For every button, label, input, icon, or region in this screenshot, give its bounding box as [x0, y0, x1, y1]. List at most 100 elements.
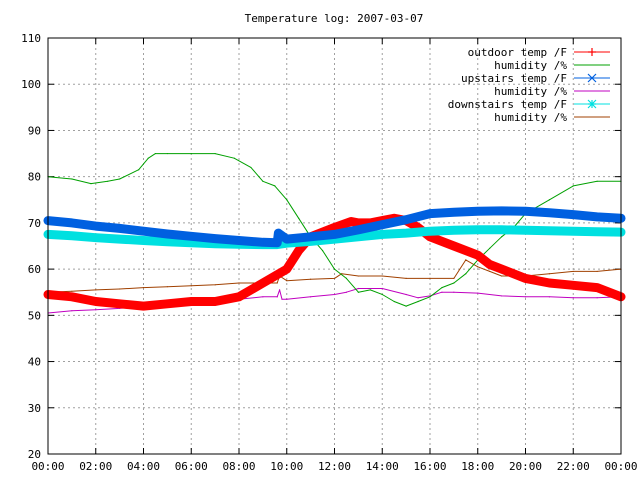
- data-point: [441, 291, 443, 293]
- data-point: [213, 237, 217, 241]
- data-point: [286, 298, 288, 300]
- data-point: [278, 289, 281, 291]
- data-point: [357, 275, 359, 277]
- data-point: [274, 185, 276, 187]
- data-point: [261, 281, 265, 285]
- data-point: [596, 180, 598, 182]
- data-point: [489, 247, 491, 249]
- data-point: [107, 180, 109, 182]
- x-tick-label: 18:00: [461, 460, 494, 473]
- data-point: [142, 304, 145, 308]
- legend-label: upstairs temp /F: [461, 72, 567, 85]
- data-point: [321, 250, 324, 252]
- y-tick-label: 90: [28, 124, 41, 137]
- data-point: [428, 212, 432, 216]
- data-point: [281, 298, 283, 300]
- data-point: [441, 287, 443, 289]
- data-point: [429, 277, 431, 279]
- legend-label: humidity /%: [494, 85, 567, 98]
- data-point: [333, 232, 336, 236]
- data-point: [524, 228, 527, 232]
- legend-label: humidity /%: [494, 111, 567, 124]
- data-point: [189, 241, 193, 245]
- legend-marker-star: [587, 99, 597, 109]
- series-5: [47, 259, 622, 293]
- data-point: [404, 218, 408, 222]
- y-tick-label: 100: [21, 78, 41, 91]
- data-point: [356, 228, 360, 232]
- data-point: [501, 275, 503, 277]
- data-point: [452, 244, 456, 248]
- data-point: [356, 235, 360, 239]
- data-point: [118, 237, 122, 241]
- data-point: [237, 238, 241, 242]
- data-point: [276, 296, 278, 298]
- data-point: [417, 300, 419, 303]
- data-point: [262, 180, 264, 182]
- data-point: [94, 299, 98, 303]
- data-point: [70, 295, 74, 299]
- data-point: [190, 285, 192, 287]
- series-line: [43, 213, 626, 311]
- x-tick-label: 00:00: [31, 460, 64, 473]
- data-point: [572, 270, 574, 273]
- data-point: [147, 157, 149, 159]
- data-point: [214, 152, 216, 155]
- data-point: [233, 157, 235, 159]
- y-tick-label: 40: [28, 356, 41, 369]
- data-point: [165, 240, 169, 244]
- legend-marker-plus: [588, 48, 596, 56]
- data-point: [213, 299, 217, 303]
- data-point: [189, 299, 193, 303]
- data-point: [488, 262, 492, 266]
- data-point: [118, 302, 122, 306]
- data-point: [297, 249, 301, 253]
- data-point: [276, 282, 278, 284]
- data-point: [90, 183, 92, 185]
- legend-label: outdoor temp /F: [468, 46, 567, 59]
- data-point: [381, 275, 383, 277]
- data-point: [380, 232, 384, 236]
- data-point: [476, 209, 480, 213]
- data-point: [285, 237, 289, 241]
- data-point: [417, 297, 419, 299]
- data-point: [452, 210, 456, 214]
- data-point: [275, 241, 279, 245]
- data-point: [94, 224, 98, 228]
- data-point: [489, 270, 491, 273]
- x-tick-label: 04:00: [127, 460, 160, 473]
- data-point: [154, 152, 157, 155]
- data-point: [345, 291, 348, 293]
- x-tick-label: 14:00: [366, 460, 399, 473]
- series-layer: [43, 152, 626, 314]
- data-point: [118, 226, 122, 230]
- data-point: [453, 291, 455, 293]
- data-point: [189, 234, 193, 238]
- data-point: [428, 235, 432, 239]
- data-point: [309, 235, 313, 239]
- data-point: [524, 276, 527, 280]
- data-point: [142, 287, 145, 289]
- data-point: [119, 288, 121, 290]
- data-point: [595, 215, 599, 219]
- series-line: [43, 225, 626, 250]
- data-point: [165, 302, 169, 306]
- data-point: [571, 213, 575, 217]
- data-point: [357, 287, 359, 290]
- data-point: [276, 231, 280, 235]
- data-point: [333, 293, 336, 296]
- data-point: [250, 166, 252, 169]
- x-tick-label: 02:00: [79, 460, 112, 473]
- data-point: [381, 293, 383, 296]
- data-point: [349, 220, 353, 224]
- legend-label: downstairs temp /F: [448, 98, 567, 111]
- data-point: [547, 229, 551, 233]
- data-point: [142, 229, 145, 233]
- data-point: [429, 296, 431, 298]
- data-point: [298, 217, 300, 219]
- y-tick-label: 50: [28, 309, 41, 322]
- data-point: [333, 268, 336, 270]
- data-point: [369, 289, 371, 291]
- data-point: [607, 290, 611, 294]
